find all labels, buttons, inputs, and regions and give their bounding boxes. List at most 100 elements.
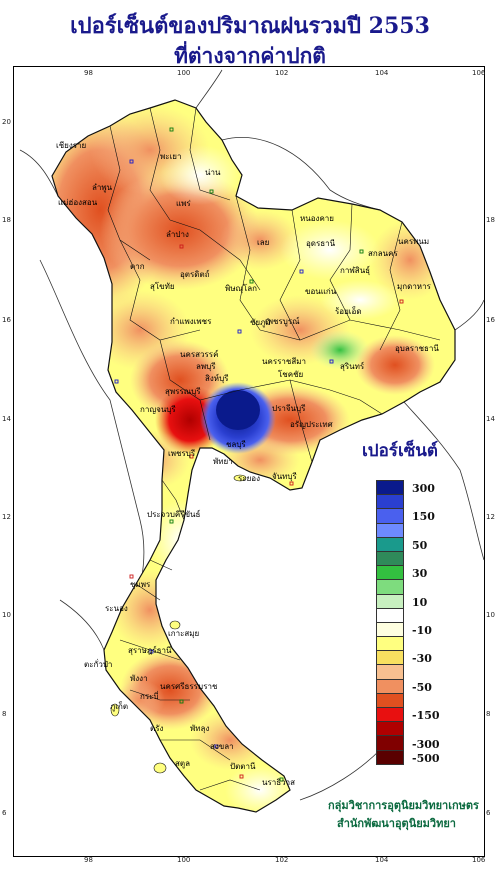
place-label: ชุมพร: [130, 580, 151, 589]
lat-tick-left: 10: [2, 611, 11, 619]
place-label: ระนอง: [105, 604, 128, 613]
place-label: นครพนม: [398, 237, 430, 246]
place-label: สกลนคร: [368, 249, 398, 258]
lat-tick-left: 14: [2, 415, 11, 423]
legend-swatch: [376, 607, 404, 623]
place-label: สิงห์บุรี: [205, 374, 229, 383]
place-label: พัทลุง: [190, 724, 210, 733]
place-label: เพชรบูรณ์: [265, 317, 300, 326]
legend-swatch: [376, 480, 404, 496]
place-label: น่าน: [205, 168, 221, 177]
lat-tick-right: 10: [486, 611, 495, 619]
place-label: เลย: [257, 238, 270, 247]
map-title-line2: ที่ต่างจากค่าปกติ: [174, 43, 326, 68]
lat-tick-left: 16: [2, 316, 11, 324]
legend-label: 50: [412, 538, 428, 552]
lat-tick-left: 12: [2, 513, 11, 521]
place-label: กระบี่: [140, 692, 159, 701]
legend-swatch: [376, 735, 404, 751]
legend-swatch: [376, 593, 404, 609]
place-label: อรัญประเทศ: [290, 420, 333, 429]
place-label: โชคชัย: [278, 370, 304, 379]
legend-swatch: [376, 536, 404, 552]
lon-tick-top: 106: [472, 69, 486, 77]
legend-swatch: [376, 749, 404, 765]
legend-swatch: [376, 621, 404, 638]
place-label: ชัยภูมิ: [250, 318, 271, 327]
lat-tick-right: 12: [486, 513, 495, 521]
place-label: หนองคาย: [300, 214, 334, 223]
legend-swatch: [376, 508, 404, 524]
legend-label: -30: [412, 652, 432, 666]
legend-title: เปอร์เซ็นต์: [362, 441, 438, 461]
place-label: แพร่: [176, 199, 191, 208]
legend-swatch: [376, 565, 404, 581]
lat-tick-right: 6: [486, 809, 491, 817]
legend-swatch: [376, 664, 404, 680]
lat-tick-left: 20: [2, 118, 11, 126]
place-label: ชลบุรี: [226, 440, 246, 449]
lat-tick-left: 18: [2, 216, 11, 224]
place-label: ตรัง: [150, 724, 164, 733]
place-label: ปราจีนบุรี: [272, 404, 306, 413]
lon-tick-bottom: 100: [177, 856, 191, 864]
place-label: ประจวบคีรีขันธ์: [147, 510, 201, 519]
legend-label: -300: [412, 737, 440, 751]
lat-tick-left: 8: [2, 710, 7, 718]
lat-tick-left: 6: [2, 809, 7, 817]
place-label: ลพบุรี: [196, 362, 216, 371]
legend-color-scale: [376, 480, 404, 765]
place-label: พะเยา: [160, 152, 182, 161]
legend-label: 10: [412, 595, 428, 609]
legend-label: -500: [412, 751, 440, 765]
place-label: สุโขทัย: [150, 282, 175, 291]
place-label: อุดรธานี: [306, 239, 336, 248]
place-label: จันทบุรี: [272, 472, 297, 481]
place-label: สงขลา: [210, 742, 234, 751]
place-label: พิษณุโลก: [225, 284, 258, 293]
place-label: อุตรดิตถ์: [180, 270, 210, 279]
place-label: พังงา: [130, 674, 148, 683]
place-label: กาฬสินธุ์: [340, 266, 371, 275]
place-label: เกาะสมุย: [168, 629, 200, 638]
place-label: ภูเก็ต: [110, 702, 129, 711]
place-label: นราธิวาส: [262, 778, 296, 787]
lon-tick-top: 104: [375, 69, 389, 77]
place-label: สุรินทร์: [340, 362, 365, 371]
lon-tick-bottom: 106: [472, 856, 486, 864]
place-label: ขอนแก่น: [305, 287, 337, 296]
legend-swatch: [376, 678, 404, 694]
lon-tick-top: 100: [177, 69, 191, 77]
place-label: นครศรีธรรมราช: [160, 682, 218, 691]
place-label: กาญจนบุรี: [140, 405, 176, 414]
legend-swatch: [376, 522, 404, 538]
map-title-line1: เปอร์เซ็นต์ของปริมาณฝนรวมปี 2553: [70, 13, 430, 39]
lon-tick-top: 98: [84, 69, 93, 77]
legend-swatch: [376, 650, 404, 666]
place-label: แม่ฮ่องสอน: [58, 198, 98, 207]
place-label: เชียงราย: [56, 141, 87, 150]
station-markers: [114, 127, 404, 782]
place-label: ลำปาง: [166, 230, 189, 239]
lon-tick-bottom: 102: [275, 856, 289, 864]
lat-tick-right: 16: [486, 316, 495, 324]
legend-label: -150: [412, 709, 440, 723]
legend-swatch: [376, 579, 404, 595]
lon-tick-top: 102: [275, 69, 289, 77]
legend-swatch: [376, 692, 404, 708]
islands: [110, 474, 247, 774]
place-label: ตะกั่วป่า: [84, 660, 113, 669]
legend-label: -10: [412, 624, 432, 637]
lat-tick-right: 18: [486, 216, 495, 224]
place-label: กำแพงเพชร: [170, 317, 212, 326]
place-label: ปัตตานี: [230, 762, 256, 771]
place-label: พัทยา: [213, 457, 233, 466]
legend-label: 150: [412, 510, 435, 524]
legend-label: 300: [412, 482, 435, 495]
legend-label: 30: [412, 567, 428, 581]
legend-label: -50: [412, 680, 432, 694]
legend-swatch: [376, 494, 404, 510]
legend-swatch: [376, 721, 404, 737]
place-label: ตาก: [130, 262, 145, 271]
lon-tick-bottom: 98: [84, 856, 93, 864]
